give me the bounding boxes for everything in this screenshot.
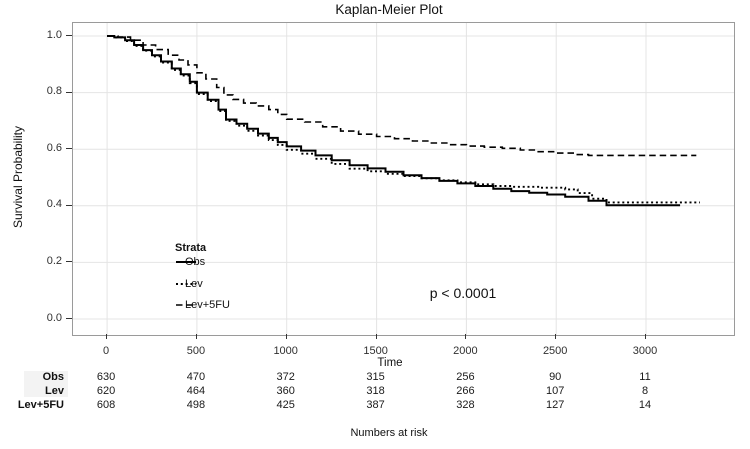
risk-table-caption: Numbers at risk [350, 427, 428, 439]
x-tick-label: 2500 [542, 345, 568, 357]
km-curves-svg [73, 23, 734, 335]
risk-value: 127 [546, 399, 565, 411]
risk-value: 608 [96, 399, 116, 411]
risk-row-label-lev: Lev [45, 385, 64, 397]
legend-key-dotted-line-icon [176, 282, 196, 285]
risk-row-label-lev-5fu: Lev+5FU [17, 399, 64, 411]
risk-value: 425 [276, 399, 295, 411]
risk-value: 14 [638, 399, 652, 411]
risk-value: 630 [96, 371, 116, 383]
x-tick-label: 2000 [453, 345, 478, 357]
x-tick-mark [195, 334, 197, 339]
km-curve-lev-5fu [107, 35, 697, 157]
x-tick-label: 3000 [632, 345, 658, 357]
risk-value: 315 [366, 371, 385, 383]
km-curve-lev [107, 35, 700, 204]
y-tick-label: 0.4 [46, 198, 62, 211]
legend-item-lev-5fu: Lev+5FU [175, 298, 230, 312]
km-curve-obs [107, 35, 681, 207]
y-tick-label: 0.8 [46, 85, 62, 98]
risk-value: 620 [96, 385, 116, 397]
risk-value: 256 [456, 371, 475, 383]
x-tick-mark [555, 334, 557, 339]
x-tick-mark [106, 334, 108, 339]
x-tick-mark [285, 334, 287, 339]
y-tick-label: 1.0 [46, 28, 62, 41]
risk-table-label-highlight [24, 371, 68, 397]
chart-title: Kaplan-Meier Plot [335, 2, 443, 17]
x-tick-label: 1000 [273, 345, 298, 357]
x-tick-label: 500 [186, 345, 206, 357]
risk-value: 90 [549, 371, 562, 383]
legend-item-lev: Lev [175, 277, 203, 291]
legend-key-dashed-line-icon [176, 304, 196, 306]
legend-item-obs: Obs [175, 255, 205, 269]
x-tick-mark [375, 334, 377, 339]
x-axis-title: Time [377, 357, 403, 369]
y-tick-label: 0.2 [46, 254, 62, 267]
legend-key-solid-line-icon [176, 261, 196, 263]
y-tick-label: 0.0 [46, 311, 62, 324]
y-axis-title: Survival Probability [11, 125, 25, 229]
risk-value: 498 [186, 399, 206, 411]
legend: Strata Obs Lev Lev+5FU [175, 242, 230, 311]
p-value-annotation: p < 0.0001 [429, 285, 497, 301]
risk-value: 470 [186, 371, 206, 383]
legend-title: Strata [175, 242, 207, 254]
risk-value: 266 [456, 385, 475, 397]
y-tick-mark [66, 318, 72, 319]
y-tick-mark [66, 261, 72, 263]
x-tick-mark [645, 334, 646, 339]
risk-value: 464 [186, 385, 206, 397]
x-tick-label: 1500 [363, 345, 388, 357]
plot-panel: Strata Obs Lev Lev+5FU p < 0.0001 [72, 22, 735, 336]
risk-value: 107 [546, 385, 565, 397]
risk-value: 360 [276, 385, 295, 397]
risk-value: 387 [366, 399, 385, 411]
risk-value: 11 [639, 371, 651, 383]
risk-value: 8 [641, 385, 649, 397]
y-tick-mark [66, 204, 72, 206]
y-tick-mark [66, 35, 72, 36]
x-tick-label: 0 [103, 345, 110, 357]
y-tick-label: 0.6 [46, 141, 62, 154]
legend-item-label: Lev+5FU [185, 299, 230, 311]
risk-value: 328 [456, 399, 475, 411]
risk-value: 372 [276, 371, 295, 383]
risk-row-label-obs: Obs [42, 371, 64, 383]
risk-value: 318 [366, 385, 385, 397]
x-tick-mark [465, 334, 467, 339]
y-tick-mark [66, 91, 72, 93]
y-tick-mark [66, 148, 72, 150]
legend-item-label: Lev [185, 277, 203, 290]
